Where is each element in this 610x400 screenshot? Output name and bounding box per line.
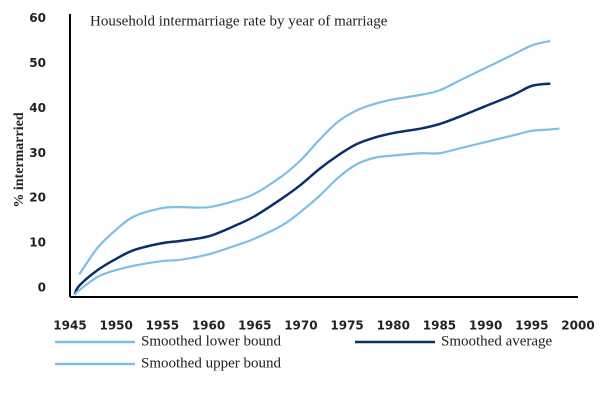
y-tick-label: 20 [29, 191, 46, 205]
y-tick-label: 0 [38, 281, 46, 295]
x-tick-label: 1985 [423, 319, 456, 333]
legend-label: Smoothed upper bound [141, 355, 281, 371]
y-tick-label: 40 [29, 101, 46, 115]
y-axis-label: % intermarried [12, 112, 27, 207]
x-tick-label: 1955 [146, 319, 179, 333]
line-series [73, 82, 551, 296]
legend-label: Smoothed lower bound [141, 333, 281, 349]
x-tick-label: 1990 [469, 319, 502, 333]
x-tick-label: 1975 [330, 319, 363, 333]
x-tick-label: 1950 [99, 319, 132, 333]
legend-label: Smoothed average [441, 333, 553, 349]
x-tick-label: 1970 [284, 319, 317, 333]
x-tick-label: 1945 [53, 319, 86, 333]
y-tick-label: 30 [29, 146, 46, 160]
x-tick-label: 2000 [561, 319, 594, 333]
line-series [78, 39, 551, 276]
y-tick-label: 60 [29, 11, 46, 25]
chart-title: Household intermarriage rate by year of … [90, 13, 388, 29]
x-tick-label: 1995 [515, 319, 548, 333]
line-series [73, 127, 560, 296]
y-tick-label: 50 [29, 56, 46, 70]
y-tick-label: 10 [29, 236, 46, 250]
x-tick-label: 1965 [238, 319, 271, 333]
x-tick-label: 1980 [377, 319, 410, 333]
x-tick-label: 1960 [192, 319, 225, 333]
